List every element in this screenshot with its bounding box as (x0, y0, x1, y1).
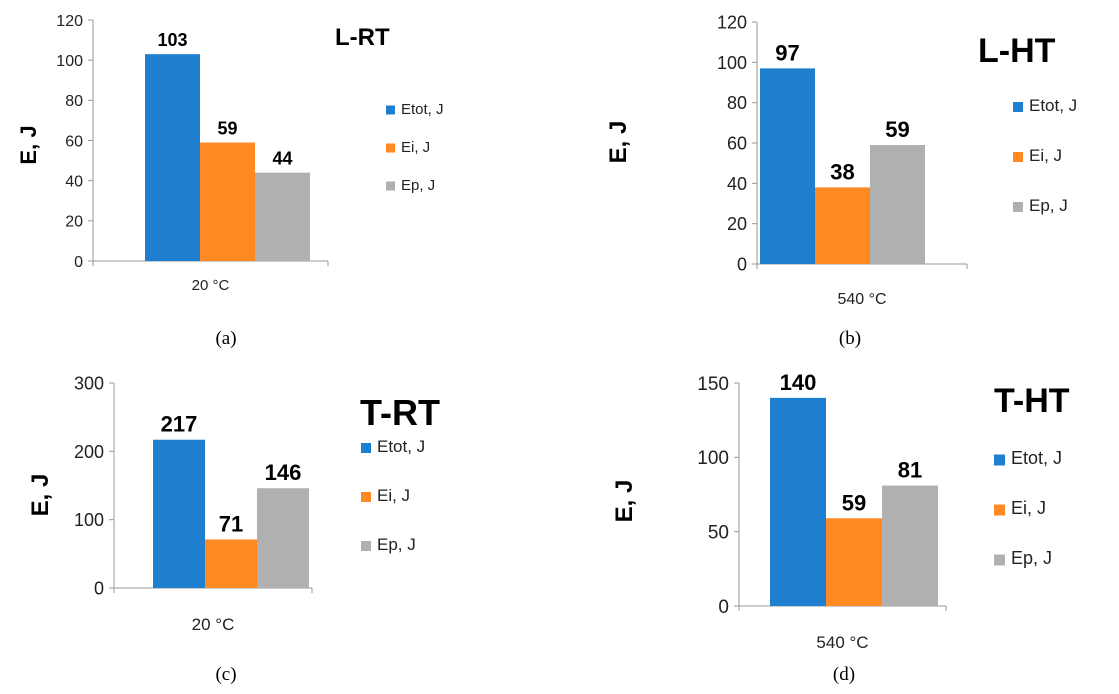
data-label: 38 (830, 159, 854, 184)
data-label: 59 (842, 490, 866, 515)
legend-label: Etot, J (1029, 96, 1077, 115)
chart-title: T-HT (994, 382, 1070, 420)
legend-label: Ep, J (401, 177, 435, 194)
bar-etot (153, 439, 205, 588)
x-category-label: 20 °C (192, 277, 230, 294)
bar-ep (882, 485, 938, 606)
data-label: 44 (272, 149, 292, 169)
legend-label: Ep, J (1029, 196, 1068, 215)
bar-ep (870, 145, 925, 264)
data-label: 140 (780, 370, 817, 395)
bar-ep (255, 172, 310, 261)
legend-label: Ei, J (377, 486, 410, 505)
y-axis-title: E, J (27, 474, 54, 517)
bar-ei (826, 518, 882, 606)
bar-etot (760, 68, 815, 264)
y-axis-title: E, J (16, 125, 41, 164)
y-tick-label: 60 (65, 133, 83, 150)
chart-panel-b: 0 20 40 60 80 100 120 97 38 59 540 °C E, J L-HT Etot,… (605, 12, 1077, 308)
legend-swatch (994, 554, 1005, 566)
legend-label: Ei, J (1029, 146, 1062, 165)
legend-swatch (994, 454, 1005, 466)
chart-title: L-HT (978, 32, 1056, 70)
data-label: 71 (219, 511, 243, 536)
data-label: 217 (161, 412, 198, 437)
legend-swatch (994, 504, 1005, 516)
y-tick-label: 0 (737, 254, 747, 274)
y-tick-label: 80 (65, 93, 83, 110)
data-label: 81 (898, 458, 922, 483)
data-label: 59 (885, 117, 909, 142)
y-tick-label: 40 (727, 174, 747, 194)
bar-etot (770, 397, 826, 606)
y-tick-label: 40 (65, 173, 83, 190)
y-tick-label: 20 (65, 214, 83, 231)
y-tick-label: 150 (697, 374, 729, 395)
y-tick-label: 0 (718, 597, 729, 618)
bar-ei (205, 539, 257, 588)
x-category-label: 540 °C (816, 633, 868, 652)
bar-ei (815, 187, 870, 264)
y-tick-label: 0 (94, 578, 104, 598)
x-category-label: 20 °C (192, 615, 235, 634)
bar-ei (200, 142, 255, 261)
legend-swatch (361, 443, 371, 453)
y-tick-label: 100 (717, 53, 747, 73)
y-axis-title: E, J (611, 480, 638, 523)
chart-title: T-RT (360, 392, 440, 433)
y-tick-label: 50 (708, 523, 729, 544)
caption-d: (d) (832, 664, 856, 685)
legend-swatch (1013, 202, 1023, 212)
chart-panel-a: 0 20 40 60 80 100 120 103 59 44 20 °C E, J L-RT Etot,… (16, 13, 444, 294)
y-tick-label: 0 (74, 254, 83, 271)
legend-swatch (386, 181, 395, 191)
legend-swatch (361, 492, 371, 502)
y-tick-label: 100 (74, 510, 104, 530)
chart-panel-d: 0 50 100 150 140 59 81 540 °C E, J T-HT Etot, J Ei,… (611, 370, 1070, 652)
y-tick-label: 20 (727, 214, 747, 234)
data-label: 59 (217, 119, 237, 139)
legend-label: Ei, J (1011, 498, 1046, 518)
y-tick-label: 300 (74, 373, 104, 393)
y-axis-title: E, J (605, 121, 632, 164)
bar-etot (145, 54, 200, 262)
legend-label: Etot, J (1011, 448, 1062, 468)
legend-swatch (1013, 152, 1023, 162)
data-label: 97 (775, 40, 799, 65)
legend-label: Ep, J (377, 535, 416, 554)
caption-c: (c) (215, 664, 237, 685)
legend-swatch (386, 143, 395, 153)
legend-label: Etot, J (377, 437, 425, 456)
chart-title: L-RT (335, 24, 390, 51)
y-tick-label: 120 (717, 12, 747, 32)
chart-panel-c: 0 100 200 300 217 71 146 20 °C E, J T-RT Etot, J Ei… (27, 373, 440, 634)
legend-swatch (361, 541, 371, 551)
y-tick-label: 120 (56, 13, 83, 30)
legend-label: Etot, J (401, 101, 444, 118)
caption-a: (a) (215, 328, 237, 349)
legend-swatch (386, 105, 395, 115)
legend-label: Ei, J (401, 139, 430, 156)
data-label: 103 (157, 30, 187, 50)
data-label: 146 (265, 460, 302, 485)
caption-b: (b) (838, 328, 862, 349)
x-category-label: 540 °C (837, 291, 886, 308)
y-tick-label: 100 (56, 53, 83, 70)
y-tick-label: 200 (74, 442, 104, 462)
y-tick-label: 60 (727, 133, 747, 153)
y-tick-label: 100 (697, 448, 729, 469)
legend-label: Ep, J (1011, 548, 1052, 568)
bar-ep (257, 488, 309, 588)
legend-swatch (1013, 102, 1023, 112)
y-tick-label: 80 (727, 93, 747, 113)
